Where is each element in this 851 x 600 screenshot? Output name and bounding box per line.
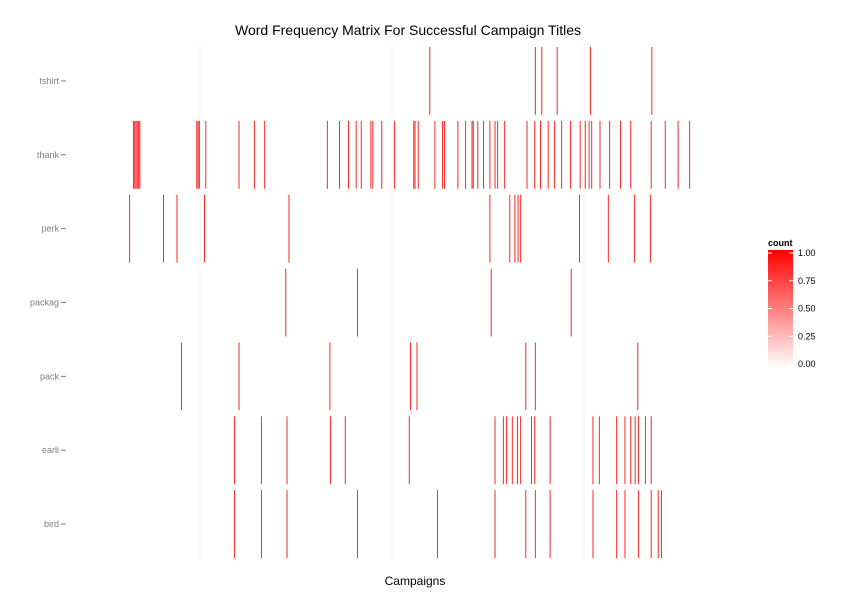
y-tick-label-perk: perk xyxy=(41,224,59,234)
legend-tick-label: 0.75 xyxy=(798,276,816,286)
grid-lines xyxy=(199,44,585,561)
legend-tick-label: 1.00 xyxy=(798,248,816,258)
legend-colorbar xyxy=(768,250,793,368)
y-tick-label-thank: thank xyxy=(37,150,60,160)
heatmap-cells xyxy=(129,47,691,558)
x-axis-label: Campaigns xyxy=(385,574,446,588)
y-tick-label-packag: packag xyxy=(30,298,59,308)
legend-tick-label: 0.00 xyxy=(798,359,816,369)
y-tick-label-bird: bird xyxy=(44,519,59,529)
legend-title: count xyxy=(768,238,793,248)
legend: count 1.00 0.75 0.50 0.25 0.00 xyxy=(768,238,816,369)
y-axis: tshirt thank perk packag pack earli bird xyxy=(30,76,66,529)
legend-tick-label: 0.50 xyxy=(798,304,816,314)
y-tick-label-earli: earli xyxy=(42,445,59,455)
legend-tick-label: 0.25 xyxy=(798,331,816,341)
y-tick-label-tshirt: tshirt xyxy=(39,76,59,86)
chart-title: Word Frequency Matrix For Successful Cam… xyxy=(235,22,581,38)
y-tick-label-pack: pack xyxy=(40,371,60,381)
